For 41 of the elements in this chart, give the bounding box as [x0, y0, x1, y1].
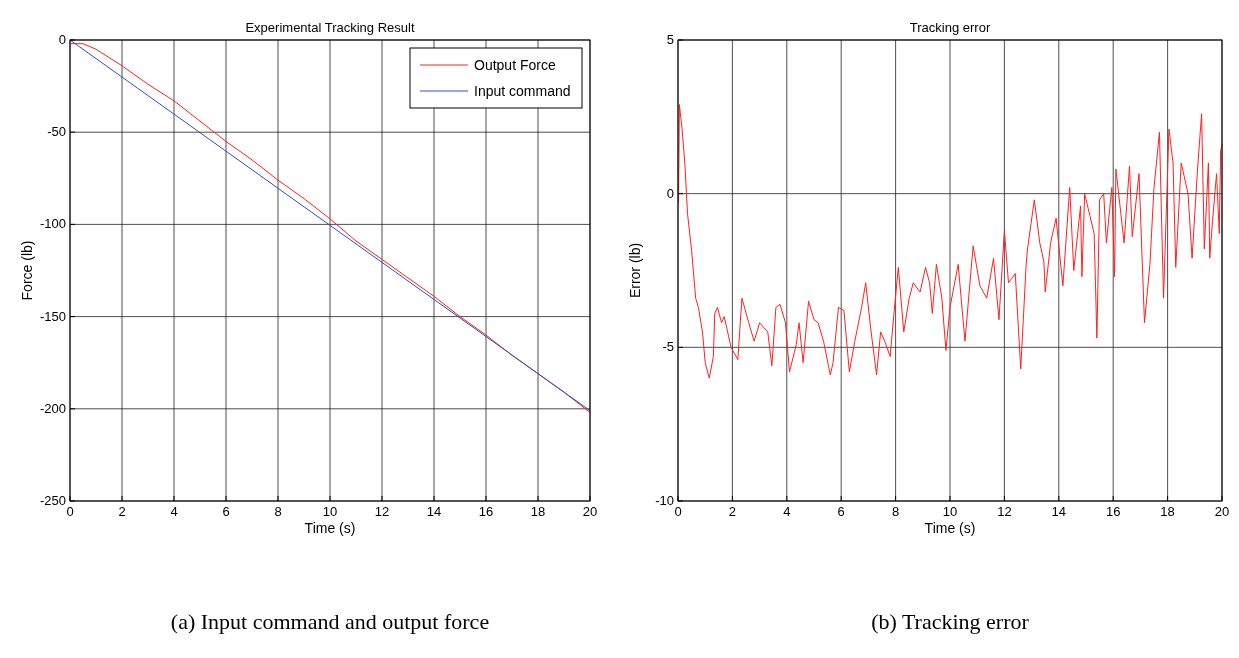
x-tick-label: 20 [1214, 504, 1230, 519]
y-axis-title: Error (lb) [627, 242, 643, 299]
y-tick-label: 0 [666, 185, 674, 201]
y-tick-label: 0 [58, 32, 66, 47]
x-tick-label: 12 [997, 504, 1012, 519]
x-tick-label: 4 [783, 504, 791, 519]
y-tick-label: -100 [39, 216, 66, 232]
line-series [678, 104, 1223, 379]
x-tick-label: 2 [118, 504, 126, 519]
x-tick-label: 10 [942, 504, 958, 519]
x-tick-label: 16 [478, 504, 494, 519]
x-tick-label: 18 [1160, 504, 1175, 519]
x-tick-label: 4 [170, 504, 178, 519]
x-tick-label: 18 [530, 504, 546, 519]
legend-label: Output Force [474, 57, 556, 73]
y-axis-title: Force (lb) [19, 240, 35, 301]
chart-title: Tracking error [909, 20, 991, 35]
x-axis-title: Time (s) [304, 520, 356, 536]
x-axis-title: Time (s) [924, 520, 976, 536]
y-tick-label: -200 [39, 400, 66, 416]
x-tick-label: 12 [374, 504, 390, 519]
x-tick-label: 16 [1105, 504, 1121, 519]
y-tick-label: -50 [47, 124, 66, 140]
y-tick-label: 5 [666, 32, 674, 47]
x-tick-label: 2 [728, 504, 737, 519]
y-tick-label: -150 [39, 308, 66, 324]
y-tick-label: -10 [655, 493, 674, 508]
legend-label: Input command [474, 83, 571, 99]
x-tick-label: 20 [582, 504, 598, 519]
x-tick-label: 10 [322, 504, 338, 519]
x-tick-label: 14 [426, 504, 442, 519]
x-tick-label: 8 [891, 504, 900, 519]
text: (a) Input command and output force [170, 609, 490, 634]
x-tick-label: 6 [222, 504, 230, 519]
y-tick-label: -250 [39, 493, 66, 508]
x-tick-label: 6 [837, 504, 845, 519]
text: (b) Tracking error [871, 609, 1030, 634]
x-tick-label: 8 [274, 504, 282, 519]
x-tick-label: 14 [1051, 504, 1067, 519]
chart-title: Experimental Tracking Result [245, 20, 415, 35]
y-tick-label: -5 [662, 339, 674, 355]
